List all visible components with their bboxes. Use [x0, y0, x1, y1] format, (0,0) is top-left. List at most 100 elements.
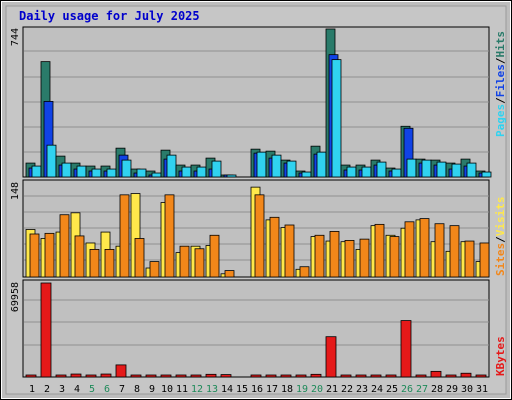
pages-bar-day-20 — [316, 151, 327, 178]
bars-layer — [25, 28, 492, 378]
legend-pages: Pages — [494, 104, 507, 137]
pages-bar-day-6 — [106, 168, 117, 178]
pages-bar-day-24 — [376, 161, 387, 178]
kbytes-bar-day-30 — [460, 372, 472, 378]
pages-bar-day-7 — [121, 159, 132, 178]
x-tick-label: 26 — [401, 384, 413, 395]
visits-bar-day-7 — [119, 194, 130, 278]
kbytes-bar-day-1 — [25, 374, 37, 378]
top-legend: Pages/Files/Hits — [494, 31, 507, 137]
pages-bar-day-19 — [301, 171, 312, 178]
visits-bar-day-12 — [194, 248, 205, 278]
kbytes-bar-day-11 — [175, 374, 187, 378]
pages-bar-day-30 — [466, 162, 477, 178]
visits-bar-day-13 — [209, 234, 220, 278]
kbytes-bar-day-5 — [85, 374, 97, 378]
panel-background — [22, 279, 490, 378]
x-tick-label: 10 — [161, 384, 173, 395]
visits-bar-day-1 — [29, 233, 40, 278]
pages-bar-day-12 — [196, 166, 207, 178]
kbytes-bar-day-28 — [430, 370, 442, 378]
legend-separator: / — [494, 57, 507, 64]
kbytes-bar-day-4 — [70, 373, 82, 378]
visits-bar-day-4 — [74, 235, 85, 278]
visits-bar-day-8 — [134, 238, 145, 278]
x-tick-label: 29 — [446, 384, 458, 395]
kbytes-bar-day-27 — [415, 374, 427, 378]
pages-bar-day-22 — [346, 166, 357, 178]
x-axis-labels: 1 2 3 4 5 6 7 8 9 10 11 12 13 14 15 16 17 18 19 20 21 22 23 24 2… — [29, 384, 488, 395]
kbytes-bar-day-9 — [145, 374, 157, 378]
pages-bar-day-8 — [136, 168, 147, 178]
pages-bar-day-27 — [421, 159, 432, 178]
kbytes-bar-day-29 — [445, 374, 457, 378]
x-tick-label: 7 — [119, 384, 125, 395]
visits-bar-day-2 — [44, 232, 55, 278]
visits-bar-day-23 — [359, 238, 370, 278]
kbytes-panel — [22, 279, 490, 378]
x-tick-label: 8 — [134, 384, 140, 395]
visits-bar-day-19 — [299, 266, 310, 278]
visits-bar-day-27 — [419, 218, 430, 278]
visits-bar-day-24 — [374, 223, 385, 278]
legend-kbytes: KBytes — [494, 336, 507, 376]
x-tick-label: 14 — [221, 384, 233, 395]
kbytes-bar-day-10 — [160, 374, 172, 378]
visits-bar-day-22 — [344, 240, 355, 278]
kbytes-bar-day-13 — [205, 373, 217, 378]
kbytes-bar-day-14 — [220, 374, 232, 378]
x-tick-label: 6 — [104, 384, 110, 395]
visits-bar-day-30 — [464, 240, 475, 278]
visits-bar-day-16 — [254, 194, 265, 278]
pages-bar-day-5 — [91, 168, 102, 178]
kbytes-bar-day-6 — [100, 373, 112, 378]
legend-visits: Visits — [494, 197, 507, 237]
visits-bar-day-26 — [404, 221, 415, 278]
legend-separator: / — [494, 236, 507, 243]
kbytes-bar-day-21 — [325, 336, 337, 378]
kbytes-bar-day-24 — [370, 374, 382, 378]
x-tick-label: 25 — [386, 384, 398, 395]
visits-bar-day-17 — [269, 216, 280, 278]
pages-bar-day-23 — [361, 166, 372, 178]
x-tick-label: 19 — [296, 384, 308, 395]
pages-bar-day-18 — [286, 160, 297, 178]
pages-bar-day-31 — [481, 171, 492, 178]
visits-bar-day-5 — [89, 248, 100, 278]
kbytes-bar-day-20 — [310, 373, 322, 378]
x-tick-label: 20 — [311, 384, 323, 395]
visits-bar-day-28 — [434, 223, 445, 278]
legend-files: Files — [494, 64, 507, 97]
pages-bar-day-29 — [451, 163, 462, 178]
pages-bar-day-28 — [436, 161, 447, 178]
x-tick-label: 4 — [74, 384, 80, 395]
x-tick-label: 27 — [416, 384, 428, 395]
pages-bar-day-13 — [211, 160, 222, 178]
pages-bar-day-17 — [271, 154, 282, 178]
pages-bar-day-25 — [391, 168, 402, 178]
x-tick-label: 15 — [236, 384, 248, 395]
visits-bar-day-20 — [314, 234, 325, 278]
x-tick-label: 11 — [176, 384, 188, 395]
kbytes-bar-day-31 — [475, 374, 487, 378]
kbytes-bar-day-3 — [55, 374, 67, 378]
visits-bar-day-29 — [449, 225, 460, 278]
x-tick-label: 21 — [326, 384, 338, 395]
visits-bar-day-3 — [59, 214, 70, 278]
x-tick-label: 12 — [191, 384, 203, 395]
x-tick-label: 1 — [29, 384, 35, 395]
visits-bar-day-21 — [329, 231, 340, 278]
visits-bar-day-25 — [389, 236, 400, 278]
x-tick-label: 22 — [341, 384, 353, 395]
kbytes-bar-day-2 — [40, 282, 52, 378]
bottom-legend: KBytes — [494, 336, 507, 376]
chart-title: Daily usage for July 2025 — [19, 9, 200, 23]
x-tick-label: 13 — [206, 384, 218, 395]
visits-bar-day-18 — [284, 224, 295, 278]
legend-sites: Sites — [494, 243, 507, 276]
kbytes-bar-day-7 — [115, 364, 127, 378]
top-y-max-label: 744 — [10, 28, 21, 46]
pages-bar-day-2 — [46, 144, 57, 178]
